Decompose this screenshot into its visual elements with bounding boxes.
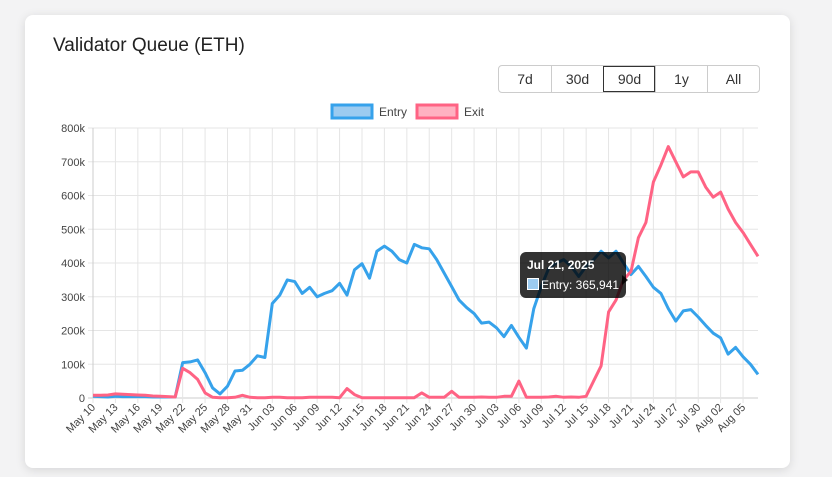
y-tick-label: 0 <box>79 393 85 405</box>
y-tick-label: 300k <box>61 292 85 304</box>
y-tick-label: 800k <box>61 123 85 135</box>
x-tick-label: Jul 06 <box>495 402 524 431</box>
x-tick-label: Jul 09 <box>517 402 546 431</box>
chart-card: Validator Queue (ETH) 7d 30d 90d 1y All <box>25 15 790 468</box>
range-all-button[interactable]: All <box>707 66 759 92</box>
series-line-exit <box>93 145 760 400</box>
entry-swatch-icon <box>527 278 539 290</box>
y-tick-label: 700k <box>61 157 85 169</box>
y-tick-label: 200k <box>61 326 85 338</box>
tooltip-date: Jul 21, 2025 <box>527 258 595 272</box>
range-7d-button[interactable]: 7d <box>517 71 533 87</box>
x-tick-label: Jul 24 <box>629 402 658 431</box>
y-tick-label: 500k <box>61 224 85 236</box>
range-selector: 7d 30d 90d 1y All <box>498 65 760 93</box>
x-tick-label: Jul 12 <box>540 402 569 431</box>
range-90d-button[interactable]: 90d <box>603 66 655 92</box>
range-1y-button[interactable]: 1y <box>655 66 707 92</box>
tooltip-value: Entry: 365,941 <box>541 278 620 292</box>
legend-label-exit: Exit <box>464 105 485 119</box>
x-tick-label: Jul 15 <box>562 402 591 431</box>
tooltip: Jul 21, 2025 Entry: 365,941 <box>520 252 627 298</box>
x-tick-label: Jul 27 <box>652 402 681 431</box>
chart-title: Validator Queue (ETH) <box>53 35 245 56</box>
x-tick-label: Jul 18 <box>584 402 613 431</box>
range-30d-button[interactable]: 30d <box>551 66 603 92</box>
legend-label-entry: Entry <box>379 105 407 119</box>
series-line-entry <box>92 242 760 399</box>
x-tick-label: Jul 03 <box>472 402 501 431</box>
legend-swatch-entry <box>330 103 374 120</box>
y-tick-label: 100k <box>61 359 85 371</box>
legend-swatch-exit <box>415 103 459 120</box>
y-tick-label: 400k <box>61 258 85 270</box>
y-tick-label: 600k <box>61 191 85 203</box>
x-tick-label: Jul 21 <box>607 402 636 431</box>
